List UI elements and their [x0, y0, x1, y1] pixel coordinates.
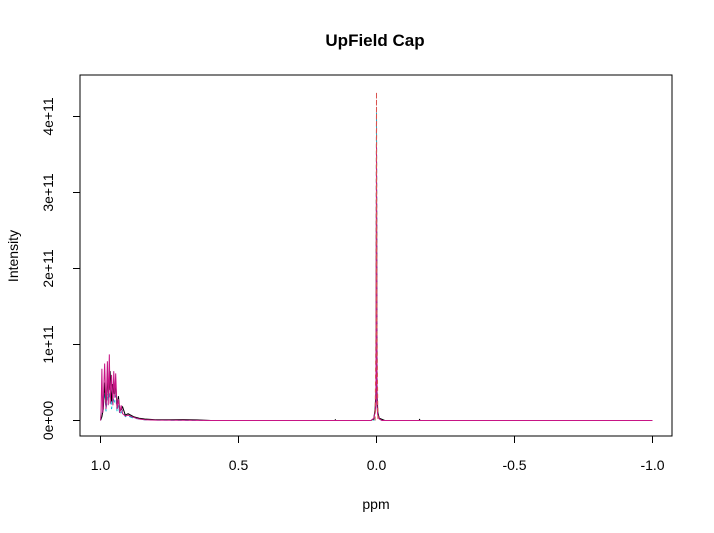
y-tick-label: 2e+11: [40, 249, 56, 287]
x-axis: 1.0 0.5 0.0 -0.5 -1.0: [91, 435, 665, 473]
x-tick-label: 1.0: [91, 457, 111, 473]
y-tick-label: 4e+11: [40, 97, 56, 135]
x-tick-label: -0.5: [502, 457, 526, 473]
series-layer: [100, 92, 653, 421]
y-axis: 0e+00 1e+11 2e+11 3e+11 4e+11: [40, 97, 81, 441]
x-tick-label: 0.0: [367, 457, 387, 473]
x-axis-label: ppm: [362, 496, 389, 512]
x-tick-label: 0.5: [229, 457, 249, 473]
y-axis-label: Intensity: [5, 230, 21, 282]
chart-title: UpField Cap: [325, 31, 424, 50]
y-tick-label: 1e+11: [40, 325, 56, 363]
x-tick-label: -1.0: [640, 457, 664, 473]
y-tick-label: 3e+11: [40, 173, 56, 211]
y-tick-label: 0e+00: [40, 401, 56, 441]
